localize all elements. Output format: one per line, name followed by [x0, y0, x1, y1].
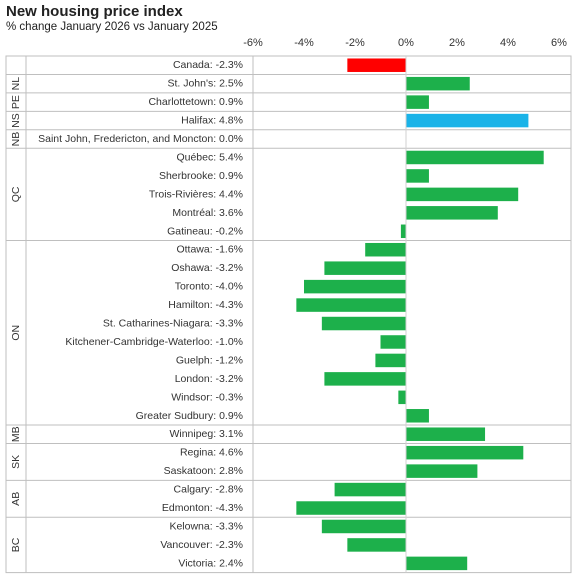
category-label: Vancouver: -2.3%	[160, 539, 243, 551]
bar	[296, 298, 406, 312]
bar	[406, 464, 478, 478]
category-label: Kitchener-Cambridge-Waterloo: -1.0%	[65, 336, 243, 348]
group-label: PE	[10, 95, 22, 109]
category-label: Québec: 5.4%	[176, 151, 243, 163]
group-label: BC	[10, 537, 22, 552]
bar	[324, 261, 406, 275]
category-label: Hamilton: -4.3%	[168, 299, 243, 311]
chart-frame	[5, 55, 572, 574]
bar	[324, 372, 406, 386]
group-label: AB	[10, 492, 22, 506]
category-label: Edmonton: -4.3%	[162, 502, 243, 514]
group-label: QC	[10, 186, 22, 202]
category-label: Victoria: 2.4%	[178, 557, 243, 569]
x-tick-label: 4%	[500, 37, 516, 49]
category-label: Canada: -2.3%	[173, 59, 243, 71]
bar	[347, 538, 406, 552]
category-label: Trois-Rivières: 4.4%	[149, 188, 243, 200]
category-label: Kelowna: -3.3%	[169, 520, 243, 532]
bar	[296, 501, 406, 515]
x-tick-label: -2%	[345, 37, 365, 49]
group-label: SK	[10, 455, 22, 469]
bar	[347, 58, 406, 72]
x-tick-label: 0%	[398, 37, 414, 49]
x-tick-label: 6%	[551, 37, 567, 49]
bar	[380, 335, 406, 349]
category-label: Toronto: -4.0%	[175, 281, 243, 293]
category-label: Winnipeg: 3.1%	[169, 428, 243, 440]
category-label: Gatineau: -0.2%	[167, 225, 243, 237]
bar	[400, 224, 406, 239]
category-label: Halifax: 4.8%	[181, 115, 243, 127]
bar	[406, 409, 429, 423]
category-label: St. John's: 2.5%	[167, 78, 243, 90]
bar	[406, 427, 486, 441]
bar	[321, 519, 406, 534]
bar	[406, 445, 524, 460]
bar	[334, 482, 406, 497]
bar	[375, 353, 406, 368]
category-label: London: -3.2%	[175, 373, 243, 385]
bar	[406, 206, 498, 220]
x-tick-label: -6%	[243, 37, 263, 49]
bar	[406, 95, 429, 109]
x-tick-label: 2%	[449, 37, 465, 49]
bar	[406, 169, 429, 183]
bar	[398, 390, 406, 405]
category-label: Greater Sudbury: 0.9%	[136, 410, 243, 422]
category-label: Oshawa: -3.2%	[171, 262, 243, 274]
category-label: Charlottetown: 0.9%	[148, 96, 243, 108]
category-label: Calgary: -2.8%	[174, 484, 243, 496]
group-label: NB	[10, 132, 22, 147]
chart-subtitle: % change January 2026 vs January 2025	[6, 21, 218, 33]
category-label: St. Catharines-Niagara: -3.3%	[103, 318, 243, 330]
bar	[406, 150, 544, 165]
bar	[304, 279, 406, 294]
category-label: Saskatoon: 2.8%	[164, 465, 243, 477]
group-label: NS	[10, 113, 22, 128]
x-tick-label: -4%	[294, 37, 314, 49]
group-label: NL	[10, 77, 22, 91]
category-label: Sherbrooke: 0.9%	[159, 170, 243, 182]
category-label: Ottawa: -1.6%	[176, 244, 243, 256]
bar	[406, 76, 470, 91]
group-label: ON	[10, 325, 22, 341]
category-label: Regina: 4.6%	[180, 447, 243, 459]
chart-title: New housing price index	[6, 3, 183, 20]
group-label: MB	[10, 426, 22, 442]
category-label: Guelph: -1.2%	[176, 354, 243, 366]
bar	[406, 556, 468, 571]
bar	[406, 113, 529, 128]
bar	[365, 242, 406, 257]
category-label: Saint John, Fredericton, and Moncton: 0.…	[38, 133, 243, 145]
category-label: Montréal: 3.6%	[172, 207, 243, 219]
category-label: Windsor: -0.3%	[171, 391, 243, 403]
bar	[321, 316, 406, 331]
bar	[406, 187, 519, 202]
